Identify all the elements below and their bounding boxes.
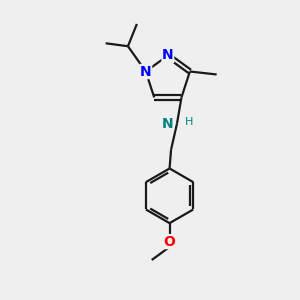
- Text: N: N: [162, 117, 173, 130]
- Text: N: N: [140, 64, 152, 79]
- Text: O: O: [164, 235, 175, 249]
- Text: N: N: [162, 49, 174, 62]
- Text: H: H: [185, 117, 194, 127]
